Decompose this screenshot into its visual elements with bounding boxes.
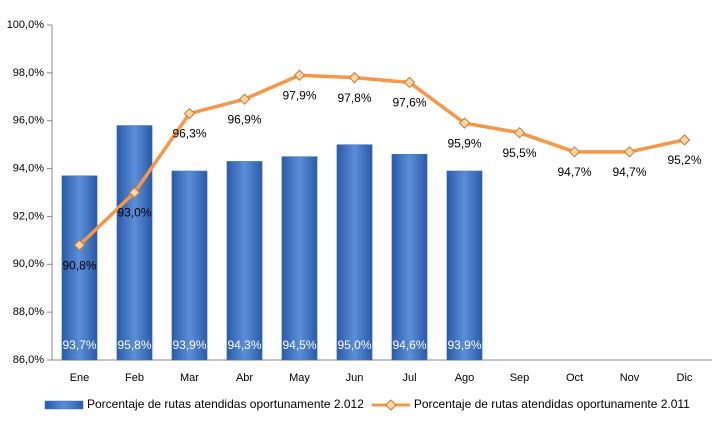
line-value-label: 96,3% xyxy=(172,127,206,141)
line-value-label: 95,9% xyxy=(447,136,481,150)
legend-label: Porcentaje de rutas atendidas oportuname… xyxy=(87,397,364,411)
bar-value-label: 95,8% xyxy=(117,338,151,352)
x-tick-label: Nov xyxy=(620,372,640,384)
line-marker xyxy=(513,126,526,139)
x-tick-label: Mar xyxy=(180,372,199,384)
line-marker xyxy=(403,76,416,89)
x-tick-label: Abr xyxy=(236,372,253,384)
line-value-label: 97,8% xyxy=(337,91,371,105)
bar-value-label: 93,9% xyxy=(447,338,481,352)
x-tick-label: Ene xyxy=(70,372,90,384)
bar-value-label: 93,7% xyxy=(62,338,96,352)
bar-value-label: 93,9% xyxy=(172,338,206,352)
bar xyxy=(61,175,98,361)
y-tick-label: 86,0% xyxy=(13,354,44,366)
y-tick-label: 88,0% xyxy=(13,306,44,318)
y-tick-label: 90,0% xyxy=(13,258,44,270)
x-tick-label: Ago xyxy=(455,372,475,384)
legend-swatch xyxy=(44,400,84,410)
bar-value-label: 94,6% xyxy=(392,338,426,352)
line-marker xyxy=(568,146,581,158)
x-tick-label: Jul xyxy=(402,372,416,384)
bar xyxy=(446,170,483,361)
x-tick-label: Sep xyxy=(510,372,530,384)
bar xyxy=(336,144,373,361)
line-marker xyxy=(348,71,361,84)
x-tick-label: Oct xyxy=(566,372,583,384)
line-marker xyxy=(73,239,86,251)
line-value-label: 95,5% xyxy=(502,146,536,160)
line-value-label: 90,8% xyxy=(62,258,96,272)
line-value-label: 96,9% xyxy=(227,112,261,126)
x-tick-label: Jun xyxy=(346,372,364,384)
x-tick-label: Dic xyxy=(677,372,693,384)
line-marker xyxy=(128,186,141,199)
bar xyxy=(171,170,208,361)
line-marker xyxy=(183,107,196,120)
y-tick-label: 98,0% xyxy=(13,67,44,79)
x-tick-label: Feb xyxy=(125,372,144,384)
y-tick-label: 100,0% xyxy=(7,19,45,31)
line xyxy=(78,73,685,247)
line-marker xyxy=(623,146,636,158)
bar xyxy=(281,156,318,361)
bar xyxy=(391,153,428,361)
line-value-label: 94,7% xyxy=(612,165,646,179)
bar-value-label: 94,3% xyxy=(227,338,261,352)
line-value-label: 93,0% xyxy=(117,206,151,220)
line-marker xyxy=(458,117,471,129)
bar-value-label: 95,0% xyxy=(337,338,371,352)
line-marker xyxy=(678,134,691,146)
y-tick-label: 94,0% xyxy=(13,162,44,174)
line-value-label: 94,7% xyxy=(557,165,591,179)
bar xyxy=(116,125,153,361)
bar-value-label: 94,5% xyxy=(282,338,316,352)
line-marker xyxy=(293,69,306,81)
y-tick-label: 92,0% xyxy=(13,210,44,222)
line-value-label: 97,6% xyxy=(392,96,426,110)
legend-label: Porcentaje de rutas atendidas oportuname… xyxy=(414,397,690,411)
line-value-label: 97,9% xyxy=(282,88,316,102)
bar xyxy=(226,161,263,361)
x-tick-label: May xyxy=(289,372,310,384)
line-marker xyxy=(238,93,251,105)
legend-marker xyxy=(385,399,397,411)
y-tick-label: 96,0% xyxy=(13,115,44,127)
line-value-label: 95,2% xyxy=(667,153,701,167)
